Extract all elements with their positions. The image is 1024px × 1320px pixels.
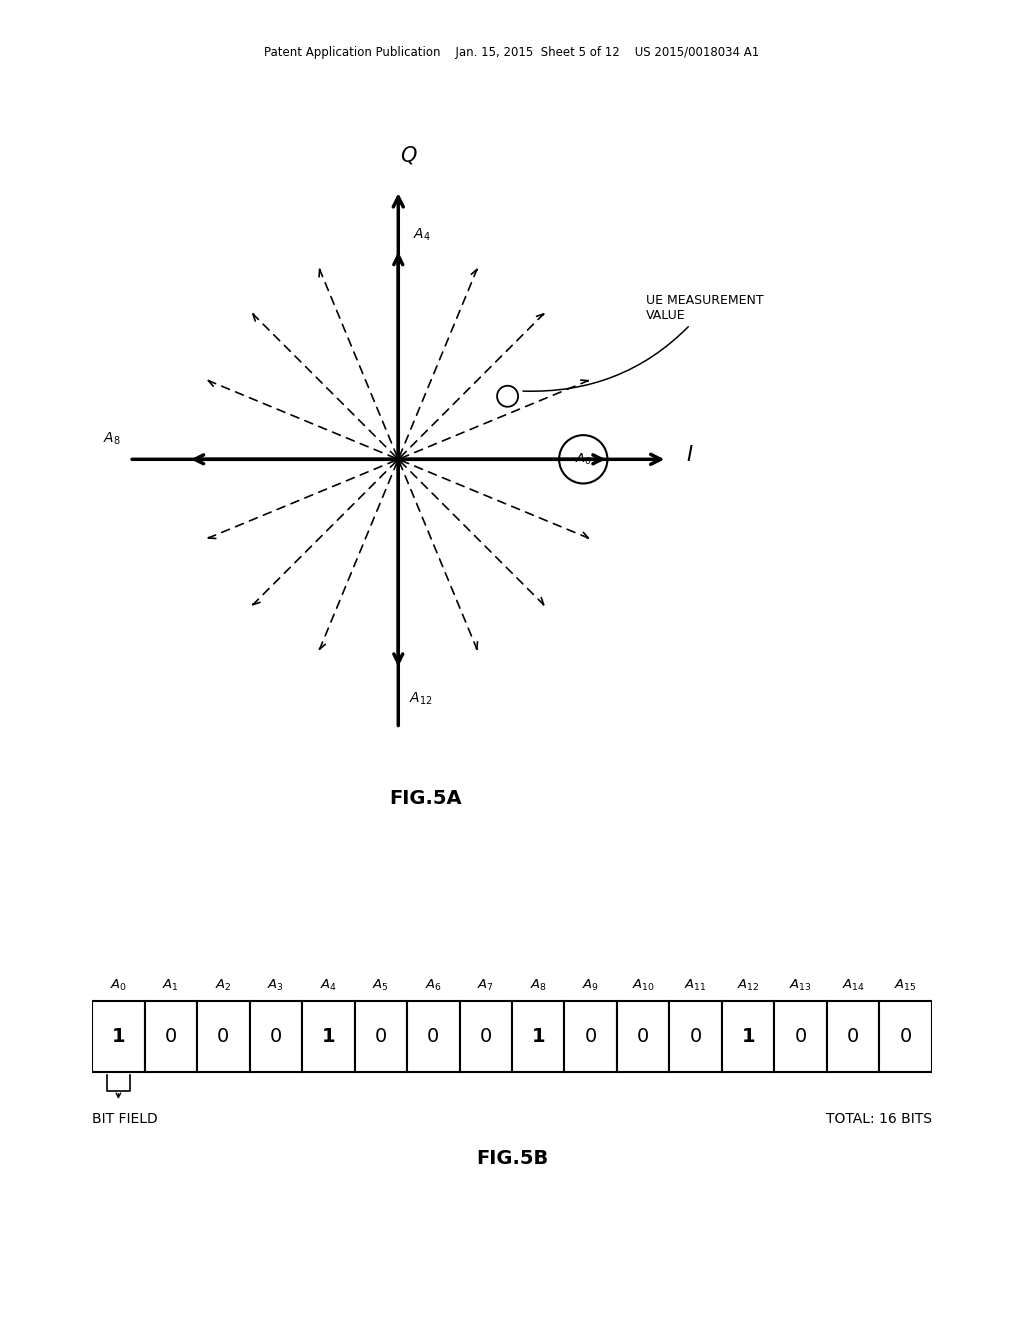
Text: 0: 0 (165, 1027, 177, 1045)
Bar (670, 1001, 722, 1072)
Text: $A_{4}$: $A_{4}$ (319, 978, 337, 993)
Text: 0: 0 (689, 1027, 701, 1045)
Text: TOTAL: 16 BITS: TOTAL: 16 BITS (825, 1111, 932, 1126)
Bar (302, 1001, 354, 1072)
Text: UE MEASUREMENT
VALUE: UE MEASUREMENT VALUE (523, 294, 764, 391)
Text: 1: 1 (531, 1027, 545, 1045)
Text: FIG.5B: FIG.5B (476, 1150, 548, 1168)
Text: $A_{2}$: $A_{2}$ (215, 978, 231, 993)
Text: 0: 0 (637, 1027, 649, 1045)
Text: 0: 0 (585, 1027, 597, 1045)
Text: $A_{1}$: $A_{1}$ (163, 978, 179, 993)
Text: $A_{3}$: $A_{3}$ (267, 978, 285, 993)
Text: $A_{8}$: $A_{8}$ (529, 978, 547, 993)
Text: 0: 0 (217, 1027, 229, 1045)
Text: 0: 0 (375, 1027, 387, 1045)
Text: $A_{7}$: $A_{7}$ (477, 978, 495, 993)
Text: $A_8$: $A_8$ (103, 430, 121, 446)
Text: $A_{5}$: $A_{5}$ (373, 978, 389, 993)
Text: 0: 0 (899, 1027, 911, 1045)
Text: 1: 1 (322, 1027, 335, 1045)
Bar (616, 1001, 670, 1072)
Text: I: I (686, 445, 692, 465)
Text: $A_{11}$: $A_{11}$ (684, 978, 707, 993)
Text: 1: 1 (741, 1027, 755, 1045)
Bar (880, 1001, 932, 1072)
Text: 0: 0 (479, 1027, 492, 1045)
Text: $A_{15}$: $A_{15}$ (894, 978, 916, 993)
Text: 0: 0 (269, 1027, 282, 1045)
Text: 0: 0 (795, 1027, 807, 1045)
Text: $A_{13}$: $A_{13}$ (790, 978, 812, 993)
Text: $A_{0}$: $A_{0}$ (110, 978, 127, 993)
Bar (92, 1001, 144, 1072)
Text: Q: Q (400, 145, 417, 165)
Bar (144, 1001, 197, 1072)
Text: FIG.5A: FIG.5A (389, 789, 462, 808)
Bar (564, 1001, 616, 1072)
Bar (197, 1001, 250, 1072)
Text: $A_{10}$: $A_{10}$ (632, 978, 654, 993)
Bar (354, 1001, 407, 1072)
Bar (774, 1001, 827, 1072)
Text: 1: 1 (112, 1027, 125, 1045)
Text: $A_{14}$: $A_{14}$ (842, 978, 864, 993)
Text: $A_{6}$: $A_{6}$ (425, 978, 441, 993)
Text: $A_0$: $A_0$ (574, 451, 592, 467)
Bar (460, 1001, 512, 1072)
Bar (826, 1001, 880, 1072)
Text: $A_4$: $A_4$ (413, 226, 431, 243)
Text: $A_{12}$: $A_{12}$ (409, 690, 432, 708)
Text: Patent Application Publication    Jan. 15, 2015  Sheet 5 of 12    US 2015/001803: Patent Application Publication Jan. 15, … (264, 46, 760, 59)
Text: 0: 0 (427, 1027, 439, 1045)
Text: $A_{12}$: $A_{12}$ (737, 978, 760, 993)
Text: $A_{9}$: $A_{9}$ (583, 978, 599, 993)
Text: BIT FIELD: BIT FIELD (92, 1111, 158, 1126)
Bar (512, 1001, 564, 1072)
Bar (407, 1001, 460, 1072)
Bar (722, 1001, 774, 1072)
Text: 0: 0 (847, 1027, 859, 1045)
Bar (250, 1001, 302, 1072)
